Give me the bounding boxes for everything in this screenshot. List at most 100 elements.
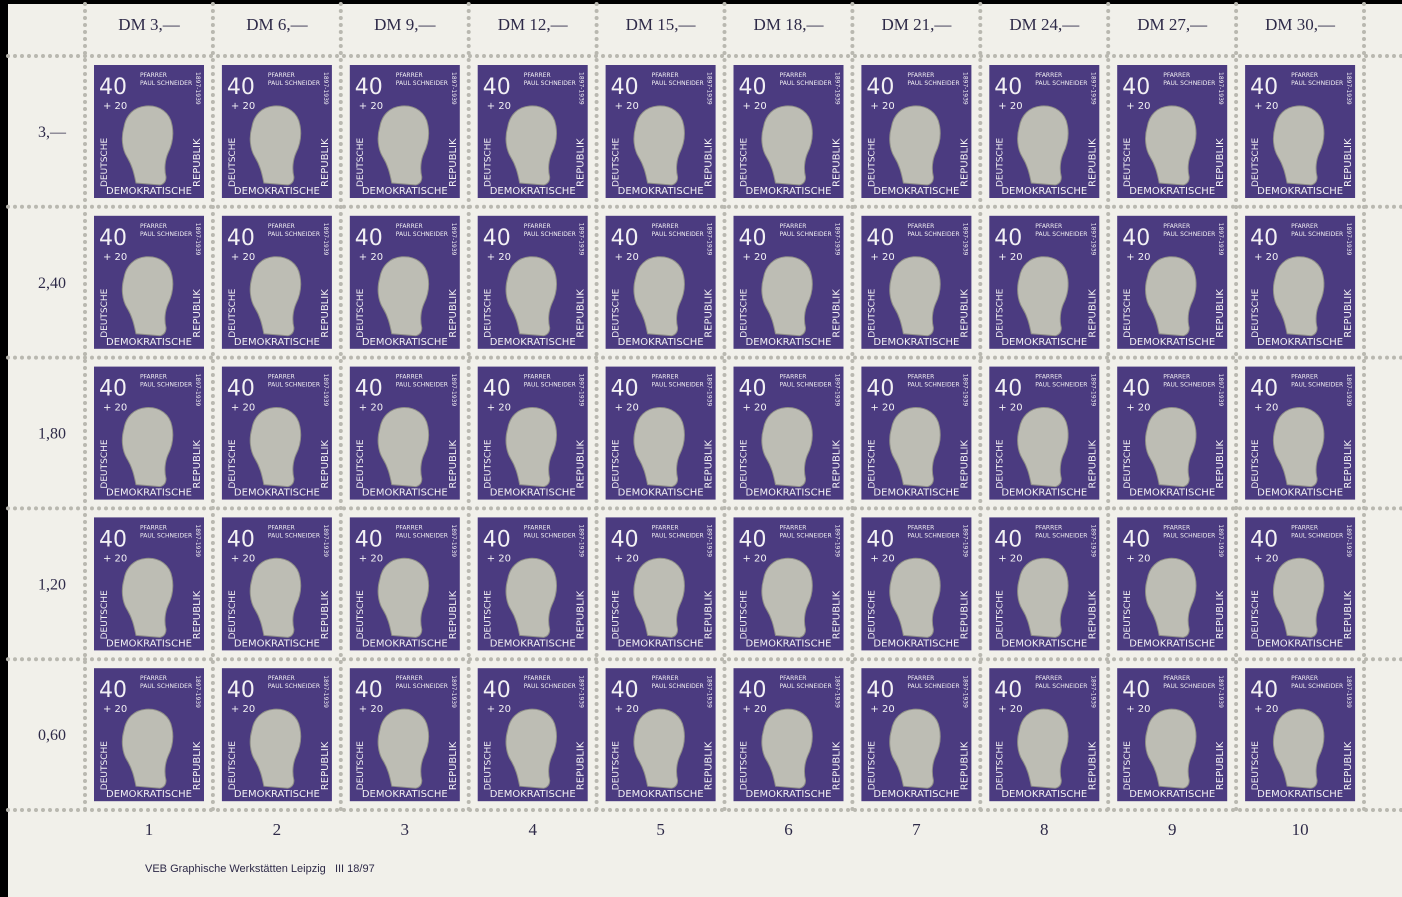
stamp-name: PAUL SCHNEIDER <box>268 80 320 87</box>
stamp-country-bottom: DEMOKRATISCHE <box>234 638 320 649</box>
stamp-country-right: REPUBLIK <box>320 440 331 489</box>
column-value-label: DM 15,— <box>626 15 697 34</box>
portrait-bust <box>889 708 941 789</box>
stamp-value: 40 <box>99 75 127 100</box>
portrait-bust <box>1272 105 1325 186</box>
stamp-country-bottom: DEMOKRATISCHE <box>490 638 576 649</box>
portrait-bust <box>761 407 813 488</box>
stamp-years: 1897-1939 <box>961 223 968 256</box>
stamp-country-right: REPUBLIK <box>959 741 970 790</box>
stamp-value: 40 <box>1122 527 1150 552</box>
stamp-title: PFARRER <box>524 223 551 230</box>
stamp-country-left: DEUTSCHE <box>740 590 750 639</box>
stamp-surcharge: + 20 <box>998 403 1022 414</box>
portrait-bust <box>505 256 557 337</box>
stamp-title: PFARRER <box>652 524 679 531</box>
stamp-surcharge: + 20 <box>103 704 127 715</box>
stamp-title: PFARRER <box>396 524 423 531</box>
stamp-years: 1897-1939 <box>834 374 841 407</box>
stamp-country-left: DEUTSCHE <box>995 439 1005 488</box>
stamp-country-left: DEUTSCHE <box>356 439 366 488</box>
stamp-country-left: DEUTSCHE <box>612 138 622 187</box>
stamp-value: 40 <box>99 678 127 703</box>
stamp-years: 1897-1939 <box>194 675 201 708</box>
column-value-label: DM 12,— <box>498 15 569 34</box>
stamp-country-left: DEUTSCHE <box>100 138 110 187</box>
stamp-years: 1897-1939 <box>194 72 201 105</box>
stamp-country-left: DEUTSCHE <box>612 288 622 337</box>
stamp-value: 40 <box>611 678 639 703</box>
stamp-country-left: DEUTSCHE <box>1251 439 1261 488</box>
stamp-title: PFARRER <box>1163 223 1190 230</box>
stamp-years: 1897-1939 <box>450 72 457 105</box>
stamp-country-right: REPUBLIK <box>576 440 587 489</box>
stamp-country-right: REPUBLIK <box>1087 289 1098 338</box>
stamp-country-left: DEUTSCHE <box>228 590 238 639</box>
stamp-years: 1897-1939 <box>450 675 457 708</box>
portrait-bust <box>377 407 430 488</box>
stamp-title: PFARRER <box>1035 374 1062 381</box>
stamp-title: PFARRER <box>780 675 807 682</box>
stamp-country-left: DEUTSCHE <box>228 439 238 488</box>
stamp-value: 40 <box>227 75 255 100</box>
stamp-country-bottom: DEMOKRATISCHE <box>1001 638 1087 649</box>
stamp-surcharge: + 20 <box>487 252 511 263</box>
stamp-country-bottom: DEMOKRATISCHE <box>362 638 448 649</box>
stamp-value: 40 <box>483 226 511 251</box>
stamp-years: 1897-1939 <box>1217 675 1224 708</box>
stamp-name: PAUL SCHNEIDER <box>780 683 832 690</box>
column-number: 2 <box>273 820 282 839</box>
stamp-country-bottom: DEMOKRATISCHE <box>1257 186 1343 197</box>
stamp-title: PFARRER <box>396 223 423 230</box>
stamp-years: 1897-1939 <box>706 72 713 105</box>
stamp-title: PFARRER <box>268 374 295 381</box>
stamp-years: 1897-1939 <box>578 524 585 557</box>
portrait-bust <box>377 256 430 337</box>
portrait-bust <box>889 105 941 186</box>
stamp-title: PFARRER <box>1291 675 1318 682</box>
stamp-country-bottom: DEMOKRATISCHE <box>106 337 192 348</box>
stamp-country-right: REPUBLIK <box>832 289 843 338</box>
stamp-title: PFARRER <box>268 524 295 531</box>
stamp-name: PAUL SCHNEIDER <box>907 683 959 690</box>
stamp-country-left: DEUTSCHE <box>867 590 877 639</box>
stamp-country-right: REPUBLIK <box>1343 138 1354 187</box>
stamp-value: 40 <box>866 377 894 402</box>
stamp-title: PFARRER <box>140 72 167 79</box>
stamp-name: PAUL SCHNEIDER <box>396 683 448 690</box>
stamp-country-bottom: DEMOKRATISCHE <box>106 789 192 800</box>
stamp-country-right: REPUBLIK <box>1343 440 1354 489</box>
stamp-title: PFARRER <box>1035 675 1062 682</box>
portrait-bust <box>377 557 430 638</box>
stamp-years: 1897-1939 <box>450 374 457 407</box>
stamp-country-left: DEUTSCHE <box>100 741 110 790</box>
stamp-title: PFARRER <box>1035 223 1062 230</box>
portrait-bust <box>249 105 302 186</box>
stamp-name: PAUL SCHNEIDER <box>652 382 704 389</box>
stamp-name: PAUL SCHNEIDER <box>1163 683 1215 690</box>
stamp-years: 1897-1939 <box>834 675 841 708</box>
row-value-label: 3,— <box>38 124 67 141</box>
stamp-country-bottom: DEMOKRATISCHE <box>234 789 320 800</box>
column-value-label: DM 24,— <box>1009 15 1080 34</box>
stamp-years: 1897-1939 <box>961 374 968 407</box>
stamp-surcharge: + 20 <box>743 252 767 263</box>
stamp-country-right: REPUBLIK <box>576 138 587 187</box>
portrait-bust <box>1272 407 1325 488</box>
stamp-country-bottom: DEMOKRATISCHE <box>1129 337 1215 348</box>
stamp-country-bottom: DEMOKRATISCHE <box>1001 337 1087 348</box>
stamp-title: PFARRER <box>780 524 807 531</box>
stamp-country-bottom: DEMOKRATISCHE <box>362 186 448 197</box>
stamp-years: 1897-1939 <box>1345 223 1352 256</box>
stamp-country-right: REPUBLIK <box>959 590 970 639</box>
